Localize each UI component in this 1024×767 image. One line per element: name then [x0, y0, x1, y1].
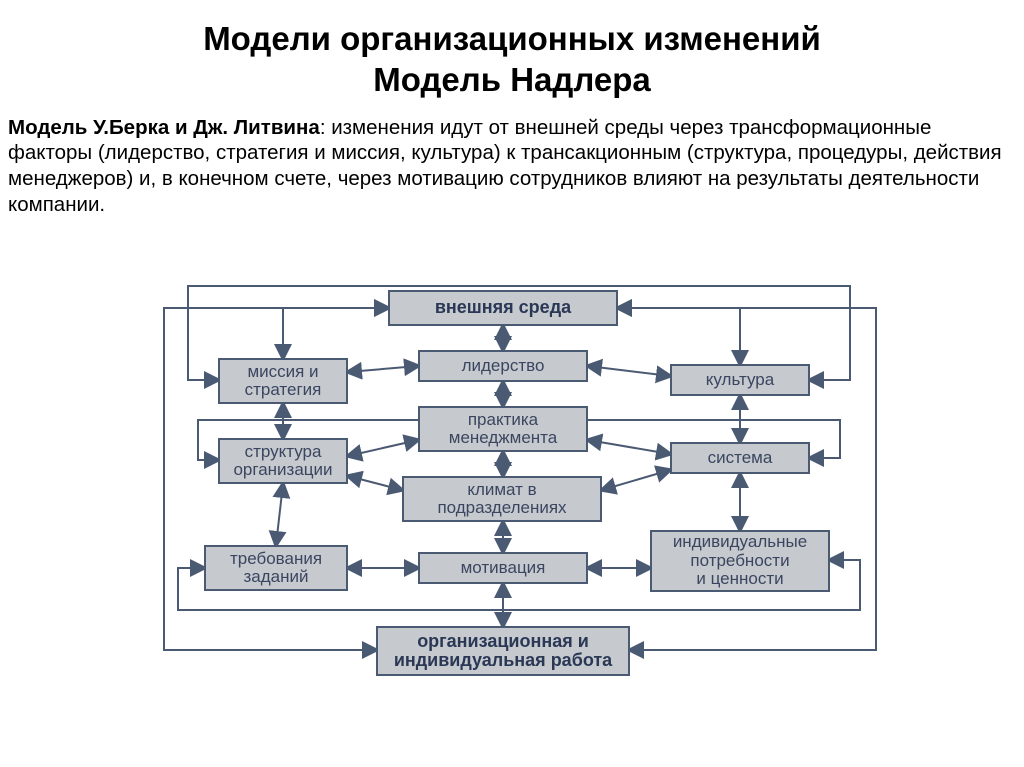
edge-practice-structure — [348, 440, 418, 456]
edge-climate-system — [602, 470, 670, 490]
edge-practice-system — [588, 440, 670, 454]
burke-litwin-diagram: внешняя среда лидерство миссия истратегия к… — [140, 280, 906, 755]
node-needs: индивидуальныепотребностии ценности — [650, 530, 830, 592]
node-leadership: лидерство — [418, 350, 588, 382]
edge-work-env — [618, 308, 876, 650]
slide-title: Модели организационных изменений Модель … — [0, 0, 1024, 109]
edge-leadership-culture — [588, 366, 670, 376]
node-culture: культура — [670, 364, 810, 396]
edge-env-mission — [283, 308, 388, 358]
edge-env-culture — [618, 308, 740, 364]
node-structure: структураорганизации — [218, 438, 348, 484]
node-work: организационная ииндивидуальная работа — [376, 626, 630, 676]
node-practice: практикаменеджмента — [418, 406, 588, 452]
description-bold: Модель У.Берка и Дж. Литвина — [8, 116, 320, 139]
node-motivation: мотивация — [418, 552, 588, 584]
title-line-1: Модели организационных изменений — [203, 20, 821, 57]
edge-climate-structure — [348, 476, 402, 490]
node-system: система — [670, 442, 810, 474]
slide-description: Модель У.Берка и Дж. Литвина: изменения … — [0, 109, 1024, 218]
node-tasks: требованиязаданий — [204, 545, 348, 591]
edge-leadership-mission — [348, 366, 418, 372]
node-env: внешняя среда — [388, 290, 618, 326]
node-climate: климат вподразделениях — [402, 476, 602, 522]
title-line-2: Модель Надлера — [373, 61, 650, 98]
node-mission: миссия истратегия — [218, 358, 348, 404]
edge-structure-tasks — [276, 484, 283, 545]
